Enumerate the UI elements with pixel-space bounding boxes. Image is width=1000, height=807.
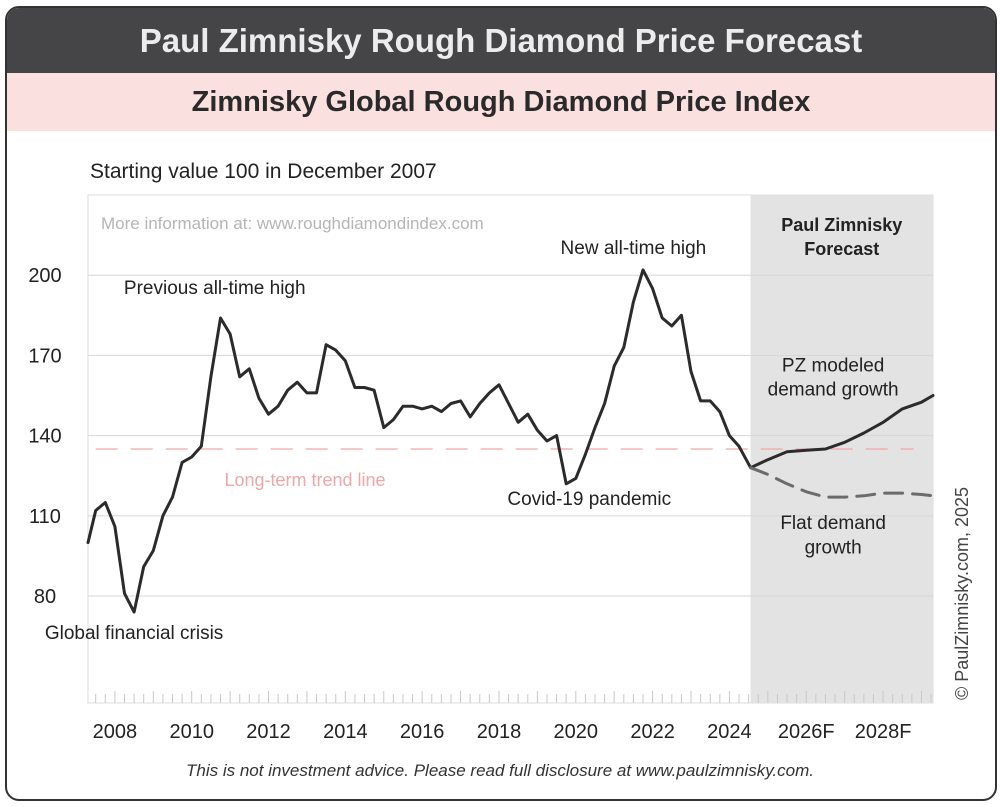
copyright-watermark: © PaulZimnisky.com, 2025 (952, 487, 972, 700)
x-tick-label: 2010 (169, 721, 214, 743)
annotation-label: New all-time high (561, 238, 707, 259)
annotation-label: growth (805, 537, 862, 558)
series-historical-line (86, 268, 753, 614)
chart-header-subtitle: Zimnisky Global Rough Diamond Price Inde… (7, 73, 995, 131)
x-tick-label: 2022 (630, 721, 675, 743)
y-tick-label: 200 (28, 265, 61, 287)
x-tick-label: 2024 (707, 721, 752, 743)
info-text: More information at: www.roughdiamondind… (101, 214, 484, 233)
y-tick-label: 80 (34, 586, 56, 608)
chart-subtitle: Starting value 100 in December 2007 (90, 160, 437, 183)
forecast-label-line1: Paul Zimnisky (781, 215, 902, 235)
chart-header-title: Paul Zimnisky Rough Diamond Price Foreca… (7, 8, 995, 73)
x-tick-label: 2012 (246, 721, 291, 743)
series-flat-demand-line (749, 466, 935, 499)
annotation-label: PZ modeled (782, 355, 884, 376)
x-tick-label: 2008 (93, 721, 138, 743)
disclaimer-footer: This is not investment advice. Please re… (186, 761, 814, 780)
x-tick-label: 2026F (778, 721, 835, 743)
forecast-label-line2: Forecast (804, 239, 879, 259)
trend-line-label: Long-term trend line (224, 470, 385, 490)
annotation-label: Global financial crisis (45, 623, 223, 644)
annotation-label: Covid-19 pandemic (507, 489, 671, 510)
x-tick-label: 2014 (323, 721, 368, 743)
series-pz-modeled-line (749, 394, 935, 470)
x-tick-label: 2016 (400, 721, 445, 743)
annotation-label: Flat demand (780, 513, 886, 534)
x-tick-label: 2018 (477, 721, 522, 743)
y-tick-label: 110 (29, 506, 61, 528)
x-tick-label: 2028F (855, 721, 912, 743)
y-tick-label: 170 (28, 345, 61, 367)
annotation-label: demand growth (768, 380, 899, 401)
y-tick-label: 140 (28, 426, 61, 448)
x-tick-label: 2020 (554, 721, 599, 743)
annotation-label: Previous all-time high (124, 278, 306, 299)
